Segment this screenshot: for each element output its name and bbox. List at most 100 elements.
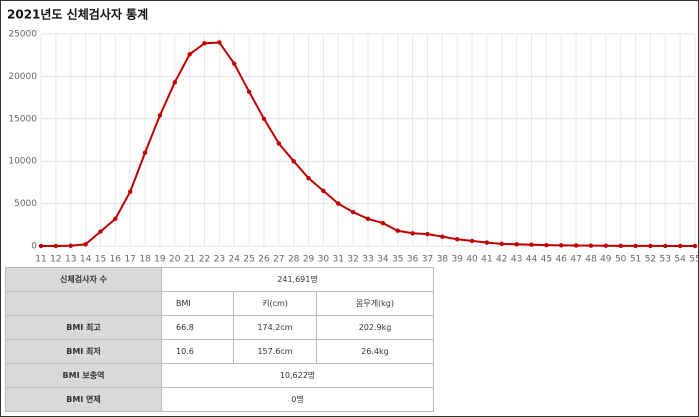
data-point: [425, 231, 430, 237]
data-point: [692, 243, 698, 249]
x-tick-label: 46: [556, 255, 568, 265]
x-tick-label: 30: [318, 255, 330, 265]
x-tick-label: 25: [243, 255, 254, 265]
x-tick-label: 38: [437, 255, 449, 265]
x-tick-label: 42: [496, 255, 507, 265]
row-label: BMI 최저: [5, 339, 162, 364]
data-point: [469, 238, 475, 244]
x-tick-label: 33: [362, 255, 373, 265]
x-tick-label: 53: [660, 255, 671, 265]
column-header: 몸무게(kg): [316, 291, 434, 316]
x-tick-label: 36: [407, 255, 419, 265]
x-tick-label: 34: [377, 255, 389, 265]
x-tick-label: 11: [35, 255, 46, 265]
data-point: [113, 216, 118, 222]
x-tick-label: 17: [124, 255, 135, 265]
x-tick-label: 49: [600, 255, 612, 265]
x-tick-label: 20: [169, 255, 181, 265]
y-tick-label: 20000: [8, 72, 37, 82]
x-tick-label: 14: [80, 255, 92, 265]
x-tick-label: 47: [570, 255, 581, 265]
y-tick-label: 0: [31, 242, 37, 252]
data-point: [306, 175, 311, 181]
stats-table: 신체검사자 수 241,691명 BMI 키(cm) 몸무게(kg) BMI 최고 66…: [5, 267, 434, 412]
data-point: [365, 216, 371, 222]
data-point: [559, 243, 564, 248]
x-tick-label: 28: [288, 255, 300, 265]
data-point: [127, 189, 133, 194]
row-label: BMI 보충역: [5, 363, 162, 388]
data-point: [529, 242, 534, 247]
cell: 202.9kg: [316, 315, 434, 340]
data-point: [202, 41, 207, 46]
x-tick-label: 55: [689, 255, 698, 265]
cell: 0명: [161, 387, 434, 412]
x-tick-label: 13: [65, 255, 76, 265]
chart: 2021년도 신체검사자 통계 0 5000 10000 15000 20000 2500…: [7, 7, 698, 265]
x-tick-label: 44: [526, 255, 538, 265]
x-tick-label: 51: [630, 255, 641, 265]
x-tick-label: 24: [229, 255, 241, 265]
x-tick-label: 54: [674, 255, 686, 265]
chart-title: 2021년도 신체검사자 통계: [7, 7, 148, 22]
x-tick-label: 37: [422, 255, 433, 265]
cell: 66.8: [161, 315, 234, 340]
data-point: [514, 242, 519, 247]
cell: 10,622명: [161, 363, 434, 388]
x-tick-label: 26: [258, 255, 270, 265]
data-point: [395, 228, 400, 233]
data-point: [232, 61, 237, 66]
data-point: [172, 80, 177, 85]
data-point: [544, 242, 549, 248]
data-point: [663, 243, 668, 249]
y-tick-label: 25000: [8, 30, 37, 40]
y-tick-label: 15000: [8, 114, 37, 124]
data-point: [68, 243, 73, 248]
x-tick-label: 40: [466, 255, 478, 265]
cell: 26.4kg: [316, 339, 434, 364]
y-tick-label: 10000: [8, 157, 37, 167]
x-tick-label: 15: [95, 255, 106, 265]
data-point: [603, 243, 609, 248]
x-tick-label: 12: [50, 255, 61, 265]
cell: 10.6: [161, 339, 234, 364]
data-point: [276, 141, 282, 146]
x-tick-label: 52: [645, 255, 656, 265]
data-point: [291, 159, 296, 164]
data-point: [157, 113, 163, 118]
data-point: [618, 243, 623, 249]
x-tick-label: 45: [541, 255, 552, 265]
data-point: [499, 241, 504, 247]
data-point: [677, 243, 683, 249]
data-point: [380, 220, 386, 226]
cell: 241,691명: [161, 267, 434, 292]
data-point: [573, 243, 579, 248]
x-tick-label: 32: [347, 255, 358, 265]
data-point: [350, 209, 356, 215]
x-tick-label: 16: [110, 255, 122, 265]
data-point: [261, 116, 267, 122]
data-point: [321, 188, 326, 194]
data-point: [336, 201, 341, 206]
row-label: 신체검사자 수: [5, 267, 162, 292]
data-point: [142, 150, 148, 155]
cell: 174.2cm: [233, 315, 317, 340]
data-point: [246, 89, 252, 94]
data-point: [410, 231, 415, 236]
data-point: [38, 243, 44, 249]
data-point: [588, 243, 594, 248]
row-label: BMI 최고: [5, 315, 162, 340]
x-tick-label: 29: [303, 255, 315, 265]
x-tick-label: 19: [154, 255, 166, 265]
x-tick-label: 48: [585, 255, 597, 265]
x-tick-label: 31: [333, 255, 344, 265]
x-tick-label: 22: [199, 255, 210, 265]
x-tick-label: 39: [451, 255, 463, 265]
x-tick-label: 35: [392, 255, 403, 265]
x-tick-label: 21: [184, 255, 195, 265]
row-label: [5, 291, 162, 316]
data-point: [187, 52, 192, 57]
data-point: [440, 234, 445, 239]
data-point: [217, 40, 222, 45]
